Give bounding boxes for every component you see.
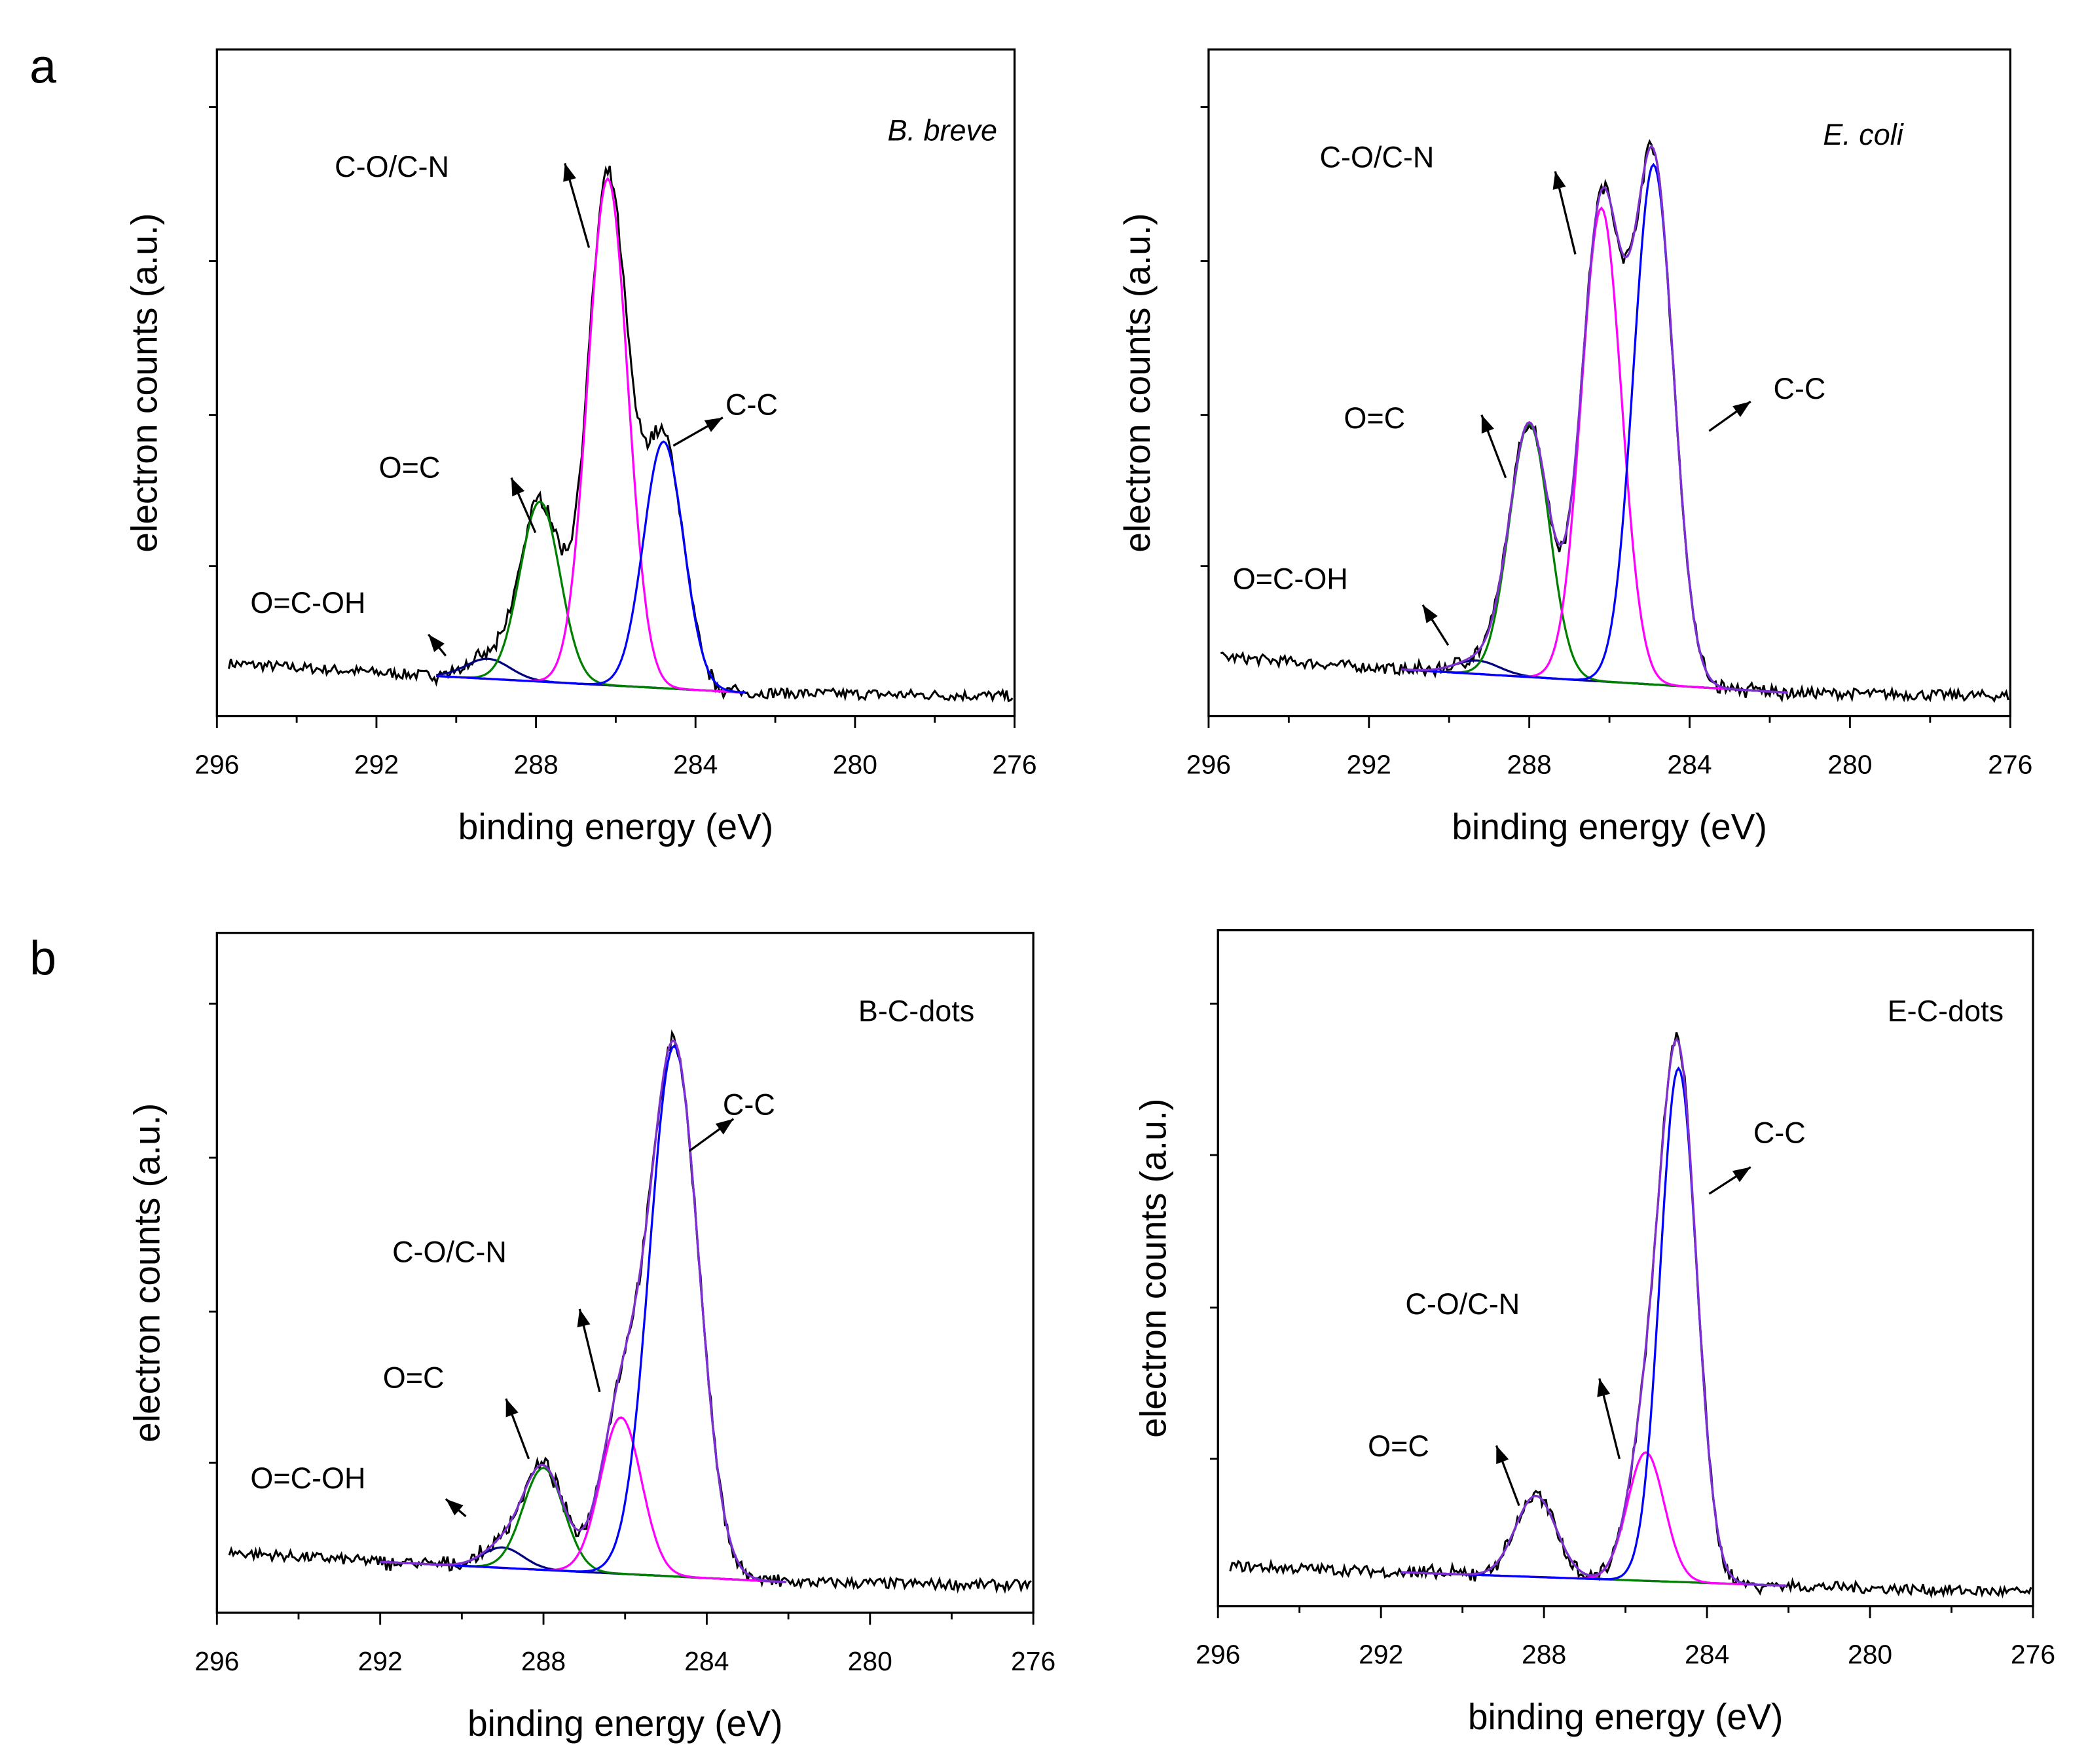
plot-frame: [215, 932, 1035, 1614]
raw-spectrum-line: [227, 165, 1014, 703]
x-axis-label: binding energy (eV): [1452, 807, 1767, 847]
fit-peak-c-o-c-n: [1401, 206, 1788, 694]
fit-envelope-line: [1401, 1037, 1787, 1587]
panel-letter-b: b: [29, 930, 56, 985]
x-tick-label: 292: [354, 749, 399, 779]
peak-annotation-label: O=C: [379, 451, 441, 485]
sample-title: B. breve: [888, 114, 997, 147]
x-axis-label: binding energy (eV): [1468, 1697, 1784, 1737]
x-tick-label: 284: [684, 1646, 729, 1676]
fit-envelope-line: [1401, 145, 1788, 694]
arrowhead-icon: [505, 1398, 519, 1418]
raw-spectrum-line: [228, 1029, 1032, 1594]
x-tick-label: 288: [1522, 1640, 1566, 1670]
arrowhead-icon: [1481, 414, 1494, 434]
chart-panel-2: 296 292 288 284 280 276 binding energy (eV) ele…: [1117, 48, 2032, 847]
y-axis-label: electron counts (a.u.): [126, 1103, 167, 1442]
x-axis-label: binding energy (eV): [458, 807, 774, 847]
x-tick-label: 284: [1685, 1640, 1729, 1670]
fit-peak-o-c: [436, 500, 746, 694]
arrowhead-icon: [1597, 1378, 1611, 1397]
arrowhead-icon: [715, 1118, 734, 1135]
peak-annotation-label: O=C-OH: [250, 586, 365, 619]
sample-title: B-C-dots: [858, 995, 974, 1028]
fit-envelope-line: [380, 1039, 787, 1583]
sample-title: E. coli: [1823, 118, 1903, 151]
x-tick-label: 296: [1186, 749, 1231, 779]
arrowhead-icon: [511, 477, 525, 497]
peak-annotation-label: O=C: [383, 1361, 445, 1395]
x-tick-label: 280: [848, 1646, 892, 1676]
peak-annotation-label: C-O/C-N: [1320, 141, 1435, 174]
fit-peak-c-c: [1401, 1066, 1787, 1587]
peak-annotation-label: C-C: [1753, 1116, 1806, 1150]
arrowhead-icon: [1422, 604, 1438, 623]
x-tick-label: 292: [1359, 1640, 1403, 1670]
fit-peak-c-o-c-n: [436, 177, 746, 694]
chart-panel-3: 296 292 288 284 280 276 binding energy (eV) ele…: [126, 932, 1055, 1744]
peak-annotation-label: O=C-OH: [250, 1461, 365, 1495]
arrowhead-icon: [445, 1499, 464, 1516]
x-tick-label: 296: [1196, 1640, 1240, 1670]
x-tick-label: 280: [1827, 749, 1872, 779]
peak-annotation-label: C-C: [725, 388, 778, 422]
arrowhead-icon: [1496, 1445, 1509, 1464]
x-tick-label: 276: [1988, 749, 2032, 779]
x-tick-label: 276: [2011, 1640, 2055, 1670]
fit-peak-o-c: [1401, 422, 1788, 694]
peak-annotation-label: C-C: [723, 1088, 775, 1122]
arrowhead-icon: [428, 634, 445, 652]
arrowhead-icon: [563, 163, 576, 182]
chart-panel-1: 296 292 288 284 280 276 binding energy (eV) ele…: [124, 48, 1037, 847]
x-tick-label: 288: [1507, 749, 1552, 779]
arrowhead-icon: [1552, 171, 1566, 190]
x-tick-label: 288: [521, 1646, 566, 1676]
x-tick-label: 292: [358, 1646, 403, 1676]
sample-title: E-C-dots: [1888, 995, 2004, 1028]
peak-annotation-label: O=C: [1368, 1429, 1429, 1463]
fit-peak-c-o-c-n: [1401, 1451, 1787, 1587]
x-tick-label: 276: [992, 749, 1036, 779]
arrowhead-icon: [1732, 1167, 1751, 1183]
x-axis-label: binding energy (eV): [467, 1703, 783, 1744]
x-tick-label: 296: [194, 1646, 239, 1676]
peak-annotation-label: O=C-OH: [1233, 562, 1348, 595]
arrowhead-icon: [577, 1309, 591, 1328]
chart-panel-4: 296 292 288 284 280 276 binding energy (eV) ele…: [1133, 928, 2055, 1737]
peak-annotation-label: C-O/C-N: [335, 150, 449, 183]
panel-letter-a: a: [29, 39, 56, 94]
y-axis-label: electron counts (a.u.): [1117, 213, 1158, 552]
arrowhead-icon: [704, 417, 723, 432]
peak-annotation-label: O=C: [1344, 401, 1405, 435]
x-tick-label: 296: [194, 749, 239, 779]
peak-annotation-label: C-O/C-N: [1405, 1287, 1520, 1321]
x-tick-label: 292: [1347, 749, 1391, 779]
peak-annotation-label: C-C: [1773, 372, 1825, 405]
fit-peak-c-c: [436, 440, 746, 694]
y-axis-label: electron counts (a.u.): [124, 213, 164, 552]
arrowhead-icon: [1732, 401, 1751, 417]
x-tick-label: 280: [833, 749, 877, 779]
peak-annotation-label: C-O/C-N: [392, 1235, 507, 1268]
x-tick-label: 276: [1011, 1646, 1055, 1676]
x-tick-label: 288: [513, 749, 558, 779]
x-tick-label: 280: [1848, 1640, 1892, 1670]
x-tick-label: 284: [1667, 749, 1712, 779]
x-tick-label: 284: [673, 749, 718, 779]
raw-spectrum-line: [1229, 1032, 2032, 1599]
y-axis-label: electron counts (a.u.): [1133, 1099, 1174, 1438]
